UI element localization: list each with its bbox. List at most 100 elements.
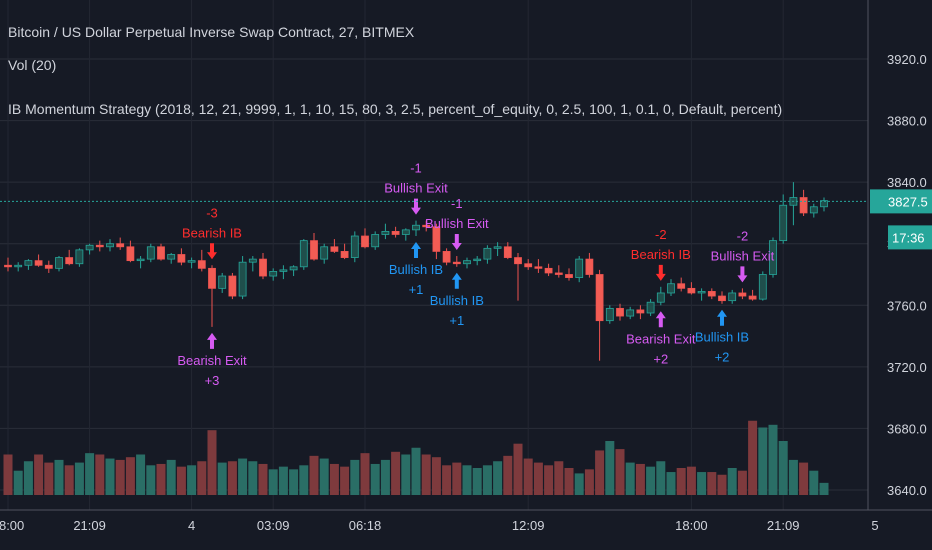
volume-bar [584,469,594,495]
signal-label: -3 [206,205,218,220]
signal-label: Bearish IB [182,225,242,240]
volume-bar [431,457,441,495]
candle [595,269,604,361]
price-axis[interactable]: 3640.03680.03720.03760.03800.03840.03880… [867,0,932,510]
signal-bearish-entry: Bearish IB -3 [182,205,242,260]
candle [55,256,63,272]
volume-bar [289,469,299,495]
candle [738,288,747,300]
candle [259,252,267,280]
candle-body [167,254,176,260]
volume-bar [493,461,503,495]
candle-body [473,258,482,262]
time-axis[interactable]: 18:00 21:09 4 03:09 06:18 12:09 18:00 21:09 5 [0,509,932,550]
candle [106,239,114,252]
strategy-indicator-label: IB Momentum Strategy (2018, 12, 21, 9999… [8,101,783,117]
signal-label: +3 [205,373,220,388]
candle-body [779,204,788,242]
candle-body [157,246,165,260]
candle-body [289,266,298,271]
time-axis-label: 21:09 [767,518,800,533]
volume-bar [166,459,176,495]
candle-body [697,291,706,294]
candle [4,257,12,272]
candle [422,220,431,232]
candle-body [65,257,74,265]
candle-body [707,291,716,297]
volume-bar [676,468,686,495]
volume-bar [156,463,166,495]
candle [269,268,278,281]
volume-bar [768,424,778,495]
candle-body [371,234,380,248]
candle-body [799,197,808,214]
signal-bullish-entry: Bullish IB +1 [389,242,443,297]
candle [391,226,400,238]
candle-body [116,243,125,248]
volume-bar [370,463,380,495]
candle [483,245,492,264]
candle-body [330,246,339,252]
candle [779,194,788,244]
volume-bar [64,465,74,495]
candle [381,223,390,240]
candle-body [758,274,767,300]
price-axis-label: 3880.0 [887,114,927,129]
volume-bars [3,420,829,495]
candle [503,242,512,260]
candle [116,237,125,250]
volume-bar [340,466,350,495]
price-axis-label: 3840.0 [887,175,927,190]
candle [697,288,706,301]
candle-body [34,260,43,266]
candle-body [24,260,33,266]
candle-body [177,254,186,263]
volume-bar [635,463,645,495]
volume-bar [564,468,574,495]
volume-bar [625,462,635,495]
candle [656,286,665,306]
signal-arrow [207,243,217,260]
volume-indicator-label: Vol (20) [8,57,57,73]
candle [218,272,227,293]
volume-bar [656,461,666,495]
volume-bar [595,450,605,495]
signal-label: +1 [409,282,424,297]
candle [34,254,43,267]
candle [136,256,145,269]
candle [707,288,716,300]
candle [432,223,441,260]
time-axis-label: 12:09 [512,518,545,533]
candle-body [350,235,359,258]
candle [85,243,94,255]
volume-bar [799,462,809,495]
candle [687,282,696,295]
candle-body [656,292,665,303]
candle [371,231,380,250]
candle [157,243,165,261]
candle [514,252,522,301]
candle [340,243,349,260]
signal-label: Bullish IB [389,262,443,277]
volume-bar [421,454,431,495]
volume-bar [309,455,319,495]
candle-body [14,264,23,268]
candle-body [544,267,553,274]
candle [238,256,247,300]
candle [412,220,420,237]
candle [646,299,655,317]
candle [167,252,176,264]
candle-body [534,266,543,269]
price-axis-label: 3920.0 [887,52,927,67]
time-axis-label: 06:18 [349,518,382,533]
volume-bar [176,466,186,495]
volume-bar [503,455,513,495]
candle-body [738,292,747,297]
candle-body [412,224,420,231]
candle-body [769,240,777,275]
volume-bar [462,465,472,495]
signal-arrow [411,198,421,215]
volume-bar [686,466,696,495]
volume-bar [136,454,146,495]
